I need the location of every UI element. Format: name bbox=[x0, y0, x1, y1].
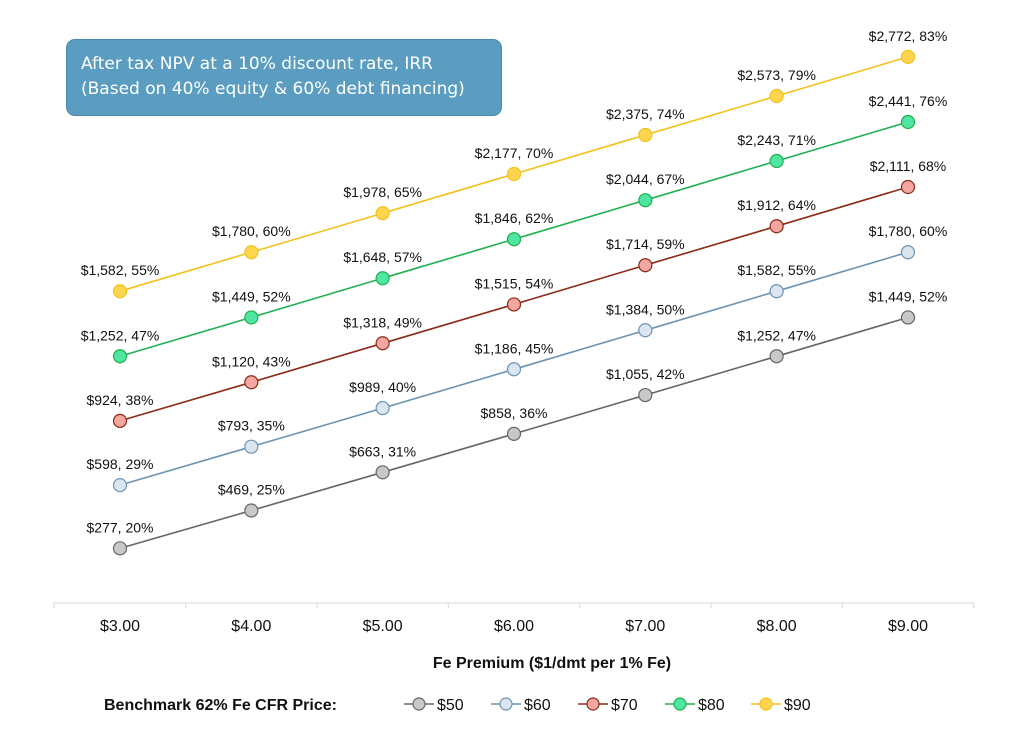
legend-label: $70 bbox=[611, 697, 638, 714]
legend-label: $50 bbox=[437, 697, 464, 714]
data-point bbox=[375, 465, 390, 480]
legend-marker bbox=[586, 697, 600, 711]
legend-label: $80 bbox=[698, 697, 725, 714]
data-label: $858, 36% bbox=[481, 405, 548, 421]
data-label: $1,055, 42% bbox=[606, 366, 685, 382]
data-point bbox=[375, 336, 390, 351]
annotation-callout: After tax NPV at a 10% discount rate, IR… bbox=[66, 39, 502, 116]
data-point bbox=[375, 400, 390, 416]
legend-marker bbox=[759, 697, 773, 711]
data-label: $1,449, 52% bbox=[212, 288, 291, 304]
data-point bbox=[244, 245, 259, 260]
data-point bbox=[506, 362, 522, 377]
data-label: $1,846, 62% bbox=[475, 210, 554, 226]
data-label: $1,780, 60% bbox=[212, 223, 291, 239]
data-point bbox=[506, 166, 522, 182]
data-point bbox=[244, 503, 259, 518]
annotation-line-2: (Based on 40% equity & 60% debt financin… bbox=[81, 79, 465, 99]
data-label: $924, 38% bbox=[87, 392, 154, 408]
data-label: $2,573, 79% bbox=[737, 67, 816, 83]
x-tick-label: $5.00 bbox=[363, 618, 403, 635]
data-label: $1,120, 43% bbox=[212, 353, 291, 369]
x-tick-label: $3.00 bbox=[100, 618, 140, 635]
data-point bbox=[900, 49, 916, 64]
data-point bbox=[244, 439, 259, 454]
data-label: $1,714, 59% bbox=[606, 236, 685, 252]
data-label: $1,780, 60% bbox=[869, 223, 948, 239]
data-label: $598, 29% bbox=[87, 456, 154, 472]
legend: Benchmark 62% Fe CFR Price: $50 $60 $70 $80… bbox=[104, 697, 811, 714]
data-label: $1,252, 47% bbox=[737, 327, 816, 343]
data-point bbox=[638, 387, 653, 403]
data-label: $1,582, 55% bbox=[81, 262, 160, 278]
data-point bbox=[900, 245, 916, 260]
data-point bbox=[769, 153, 784, 169]
data-point bbox=[638, 323, 653, 338]
data-point bbox=[769, 349, 784, 364]
legend-label: $90 bbox=[784, 697, 811, 714]
data-point bbox=[506, 426, 522, 441]
data-point bbox=[769, 219, 784, 234]
data-label: $1,449, 52% bbox=[869, 288, 948, 304]
data-point bbox=[900, 179, 916, 195]
data-label: $1,384, 50% bbox=[606, 301, 685, 317]
data-label: $1,252, 47% bbox=[81, 327, 160, 343]
data-label: $1,978, 65% bbox=[343, 184, 422, 200]
data-point bbox=[506, 232, 522, 247]
data-point bbox=[900, 114, 916, 130]
x-axis-title: Fe Premium ($1/dmt per 1% Fe) bbox=[433, 655, 671, 672]
x-tick-label: $4.00 bbox=[231, 618, 271, 635]
data-point bbox=[375, 271, 390, 286]
data-label: $663, 31% bbox=[349, 443, 416, 459]
data-point bbox=[769, 284, 784, 299]
annotation-line-1: After tax NPV at a 10% discount rate, IR… bbox=[81, 54, 433, 74]
data-label: $1,515, 54% bbox=[475, 275, 554, 291]
data-point bbox=[506, 297, 522, 312]
legend-marker bbox=[673, 697, 687, 711]
data-point bbox=[244, 375, 259, 390]
legend-marker bbox=[412, 697, 426, 711]
x-tick-label: $9.00 bbox=[888, 618, 928, 635]
data-label: $2,243, 71% bbox=[737, 132, 816, 148]
data-point bbox=[112, 413, 128, 428]
data-label: $2,111, 68% bbox=[870, 158, 947, 174]
data-labels: $277, 20% $469, 25% $663, 31% $858, 36% $1,0… bbox=[81, 28, 948, 536]
data-label: $793, 35% bbox=[218, 418, 285, 434]
data-point bbox=[112, 541, 128, 556]
data-label: $2,177, 70% bbox=[475, 145, 554, 161]
data-point bbox=[375, 206, 390, 221]
data-label: $1,186, 45% bbox=[475, 340, 554, 356]
data-point bbox=[244, 310, 259, 325]
data-point bbox=[112, 477, 128, 493]
data-label: $469, 25% bbox=[218, 482, 285, 498]
x-tick-label: $7.00 bbox=[625, 618, 665, 635]
data-point bbox=[638, 258, 653, 273]
data-point bbox=[638, 127, 653, 143]
data-label: $2,772, 83% bbox=[869, 28, 948, 44]
data-label: $1,912, 64% bbox=[737, 197, 816, 213]
data-point bbox=[112, 284, 128, 299]
data-label: $2,375, 74% bbox=[606, 106, 685, 122]
x-tick-label: $6.00 bbox=[494, 618, 534, 635]
legend-title: Benchmark 62% Fe CFR Price: bbox=[104, 697, 337, 714]
data-label: $1,582, 55% bbox=[737, 262, 816, 278]
x-tick-label: $8.00 bbox=[757, 618, 797, 635]
series-points bbox=[112, 49, 916, 556]
data-point bbox=[900, 310, 916, 325]
data-point bbox=[769, 88, 784, 104]
data-point bbox=[112, 349, 128, 364]
data-label: $277, 20% bbox=[87, 519, 154, 535]
data-label: $1,318, 49% bbox=[343, 314, 422, 330]
data-label: $1,648, 57% bbox=[343, 249, 422, 265]
data-point bbox=[638, 193, 653, 208]
legend-label: $60 bbox=[524, 697, 551, 714]
data-label: $2,044, 67% bbox=[606, 171, 685, 187]
legend-marker bbox=[499, 697, 513, 711]
data-label: $989, 40% bbox=[349, 379, 416, 395]
x-axis: $3.00 $4.00 $5.00 $6.00 $7.00 $8.00 $9.00 bbox=[53, 602, 975, 635]
data-label: $2,441, 76% bbox=[869, 93, 948, 109]
